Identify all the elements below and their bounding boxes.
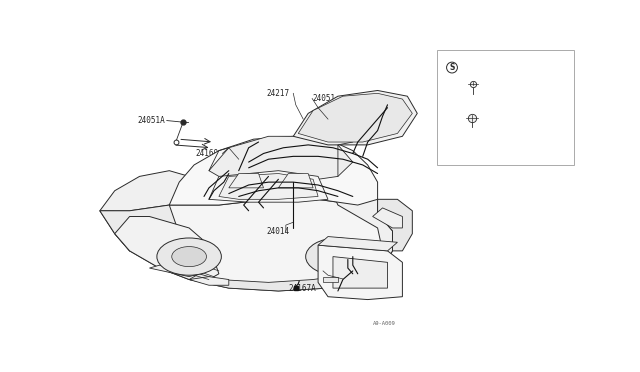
Text: S: S — [449, 63, 454, 72]
Polygon shape — [378, 199, 412, 251]
Polygon shape — [100, 199, 392, 291]
Polygon shape — [209, 171, 328, 202]
Polygon shape — [318, 237, 397, 251]
Text: 24303(LH): 24303(LH) — [343, 281, 385, 290]
Polygon shape — [189, 277, 229, 285]
Polygon shape — [169, 136, 378, 205]
Polygon shape — [189, 274, 363, 291]
Polygon shape — [115, 217, 219, 279]
Text: 24167A: 24167A — [288, 284, 316, 293]
Polygon shape — [298, 93, 412, 142]
Text: 24160: 24160 — [195, 149, 218, 158]
Polygon shape — [100, 205, 179, 257]
Text: A9-A009: A9-A009 — [372, 321, 396, 326]
Text: 24014: 24014 — [266, 227, 289, 236]
Text: 24014G: 24014G — [454, 123, 482, 132]
Polygon shape — [333, 257, 388, 288]
Text: 24051A: 24051A — [137, 116, 164, 125]
Polygon shape — [318, 245, 403, 299]
Polygon shape — [219, 173, 318, 199]
Polygon shape — [278, 173, 313, 188]
Text: 24051: 24051 — [312, 94, 335, 103]
Text: 24217: 24217 — [266, 89, 289, 98]
FancyBboxPatch shape — [437, 50, 573, 165]
Polygon shape — [229, 173, 264, 188]
Polygon shape — [328, 176, 392, 268]
Circle shape — [172, 247, 207, 267]
Polygon shape — [293, 90, 417, 145]
Polygon shape — [209, 136, 353, 182]
Circle shape — [157, 238, 221, 275]
Text: 08513-61012: 08513-61012 — [458, 73, 509, 82]
Polygon shape — [323, 277, 338, 282]
Circle shape — [321, 247, 355, 267]
Polygon shape — [150, 265, 199, 277]
Text: 24302(RH): 24302(RH) — [343, 275, 385, 283]
Polygon shape — [100, 171, 189, 211]
Polygon shape — [372, 208, 403, 228]
Circle shape — [306, 238, 370, 275]
